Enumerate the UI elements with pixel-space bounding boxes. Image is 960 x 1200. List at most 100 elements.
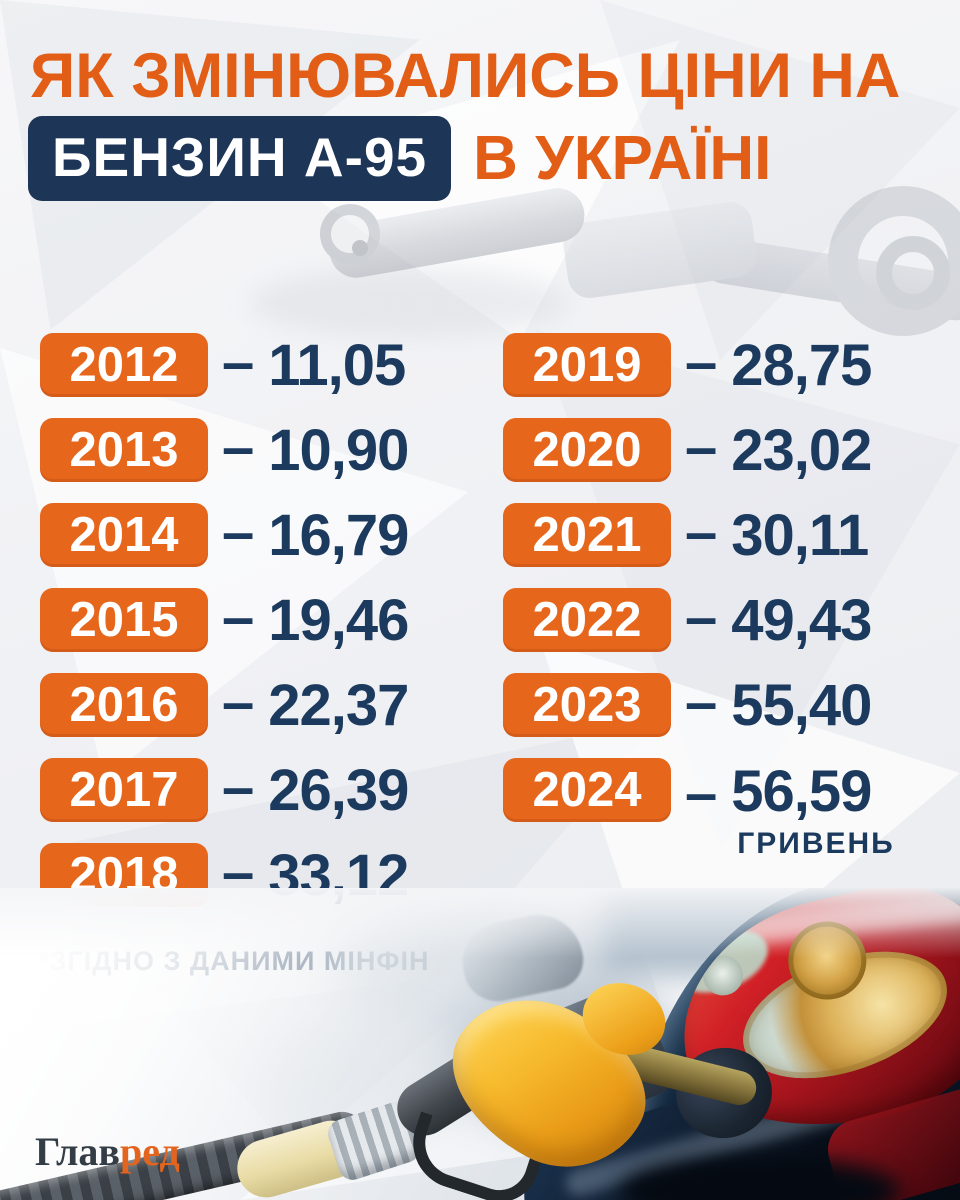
nozzle-trigger-guard	[401, 1111, 545, 1200]
nozzle-trigger	[470, 1088, 558, 1140]
dash: –	[222, 754, 255, 820]
price-row: 2017 – 26,39	[40, 755, 409, 823]
car-lower-panel	[508, 1026, 952, 1200]
price-row: 2016 – 22,37	[40, 670, 409, 738]
currency-label: ГРИВЕНЬ	[737, 827, 895, 860]
dash: –	[222, 839, 255, 905]
fuel-type-badge: БЕНЗИН А-95	[28, 116, 452, 201]
dash: –	[222, 584, 255, 650]
price-value: 19,46	[268, 587, 409, 653]
price-column-left: 2012 – 11,05 2013 – 10,90 2014 – 16,79 2…	[40, 330, 409, 928]
year-badge: 2016	[40, 673, 208, 737]
source-footnote: *ЗГІДНО З ДАНИМИ МІНФІН	[38, 946, 430, 976]
year-badge: 2015	[40, 588, 208, 652]
tail-light-highlight	[658, 893, 960, 955]
price-value: 11,05	[268, 332, 406, 398]
price-value: 28,75	[731, 332, 872, 398]
price-column-right: 2019 – 28,75 2020 – 23,02 2021 – 30,11 2…	[503, 330, 895, 860]
nozzle-tip	[315, 199, 385, 269]
dash: –	[685, 669, 718, 735]
year-badge: 2021	[503, 503, 671, 567]
side-mirror	[455, 906, 589, 1008]
price-row: 2013 – 10,90	[40, 415, 409, 483]
photo-blur-blob	[250, 268, 570, 338]
hose-coupler	[324, 1098, 424, 1184]
nozzle-tip-hole	[352, 240, 368, 256]
page-title-line2: БЕНЗИН А-95 В УКРАЇНІ	[28, 116, 771, 201]
year-badge: 2013	[40, 418, 208, 482]
dash: –	[685, 414, 718, 480]
photo-blur-blob	[430, 978, 690, 1128]
hose-coil-ring	[828, 186, 960, 336]
photo-blur-blob	[250, 1018, 470, 1138]
price-value: 49,43	[731, 587, 872, 653]
price-value: 33,12	[268, 842, 409, 908]
dash: –	[685, 499, 718, 565]
fuel-filler-door	[489, 978, 679, 1146]
dash: –	[222, 669, 255, 735]
dash: –	[685, 329, 718, 395]
nozzle-yellow-grip	[424, 969, 672, 1197]
price-row: 2019 – 28,75	[503, 330, 895, 398]
price-row: 2018 – 33,12	[40, 840, 409, 908]
background-facet	[240, 1000, 760, 1200]
year-badge: 2019	[503, 333, 671, 397]
year-badge: 2018	[40, 843, 208, 907]
price-row: 2021 – 30,11	[503, 500, 895, 568]
price-row: 2015 – 19,46	[40, 585, 409, 653]
nozzle-body	[560, 199, 760, 301]
logo-part-dark: Глав	[35, 1129, 120, 1174]
tail-light-amber-lens	[780, 913, 875, 1008]
page-title-line1: ЯК ЗМІНЮВАЛИСЬ ЦІНИ НА	[30, 41, 901, 111]
price-value: 30,11	[731, 502, 869, 568]
fuel-door-label	[511, 1000, 637, 1080]
price-value: 16,79	[268, 502, 409, 568]
wheel-arch-shadow	[620, 1156, 900, 1200]
publisher-logo: Главред	[35, 1128, 180, 1175]
year-badge: 2020	[503, 418, 671, 482]
price-row: 2023 – 55,40	[503, 670, 895, 738]
dash: –	[685, 761, 718, 826]
tail-light-teal-tint	[666, 917, 777, 1005]
dash: –	[222, 329, 255, 395]
nozzle-neck	[387, 1020, 543, 1146]
hose-coil-ring	[876, 236, 950, 310]
fuel-nozzle-photo	[0, 178, 960, 343]
price-with-unit: 56,59 ГРИВЕНЬ	[731, 758, 894, 861]
year-badge: 2023	[503, 673, 671, 737]
price-value: 22,37	[268, 672, 409, 738]
price-value: 10,90	[268, 417, 409, 483]
hose-sleeve	[230, 1113, 368, 1200]
year-badge: 2024	[503, 758, 671, 822]
price-row: 2022 – 49,43	[503, 585, 895, 653]
price-value: 55,40	[731, 672, 872, 738]
car-body	[603, 888, 960, 1200]
logo-part-orange: ред	[119, 1129, 180, 1174]
year-badge: 2014	[40, 503, 208, 567]
fuel-filler-neck	[668, 1040, 780, 1146]
car-roofline	[600, 888, 960, 978]
price-value: 26,39	[268, 757, 409, 823]
nozzle-yellow-knuckle	[572, 971, 676, 1067]
year-badge: 2017	[40, 758, 208, 822]
car-body-reflection	[562, 1083, 888, 1199]
dash: –	[222, 414, 255, 480]
price-value: 23,02	[731, 417, 872, 483]
price-row: 2020 – 23,02	[503, 415, 895, 483]
price-row: 2024 – 56,59 ГРИВЕНЬ	[503, 758, 895, 860]
dash: –	[685, 584, 718, 650]
price-value: 56,59	[731, 759, 872, 824]
tail-light-reflector	[726, 927, 960, 1103]
year-badge: 2022	[503, 588, 671, 652]
price-row: 2012 – 11,05	[40, 330, 408, 398]
nozzle-spout	[598, 1037, 760, 1109]
price-row: 2014 – 16,79	[40, 500, 409, 568]
tail-light-small-lens	[699, 951, 747, 1000]
tail-light	[658, 888, 960, 1158]
dash: –	[222, 499, 255, 565]
nozzle-pipe	[698, 234, 960, 324]
year-badge: 2012	[40, 333, 208, 397]
page-title-line2-rest: В УКРАЇНІ	[473, 124, 772, 193]
tail-light-lower	[820, 1082, 960, 1200]
